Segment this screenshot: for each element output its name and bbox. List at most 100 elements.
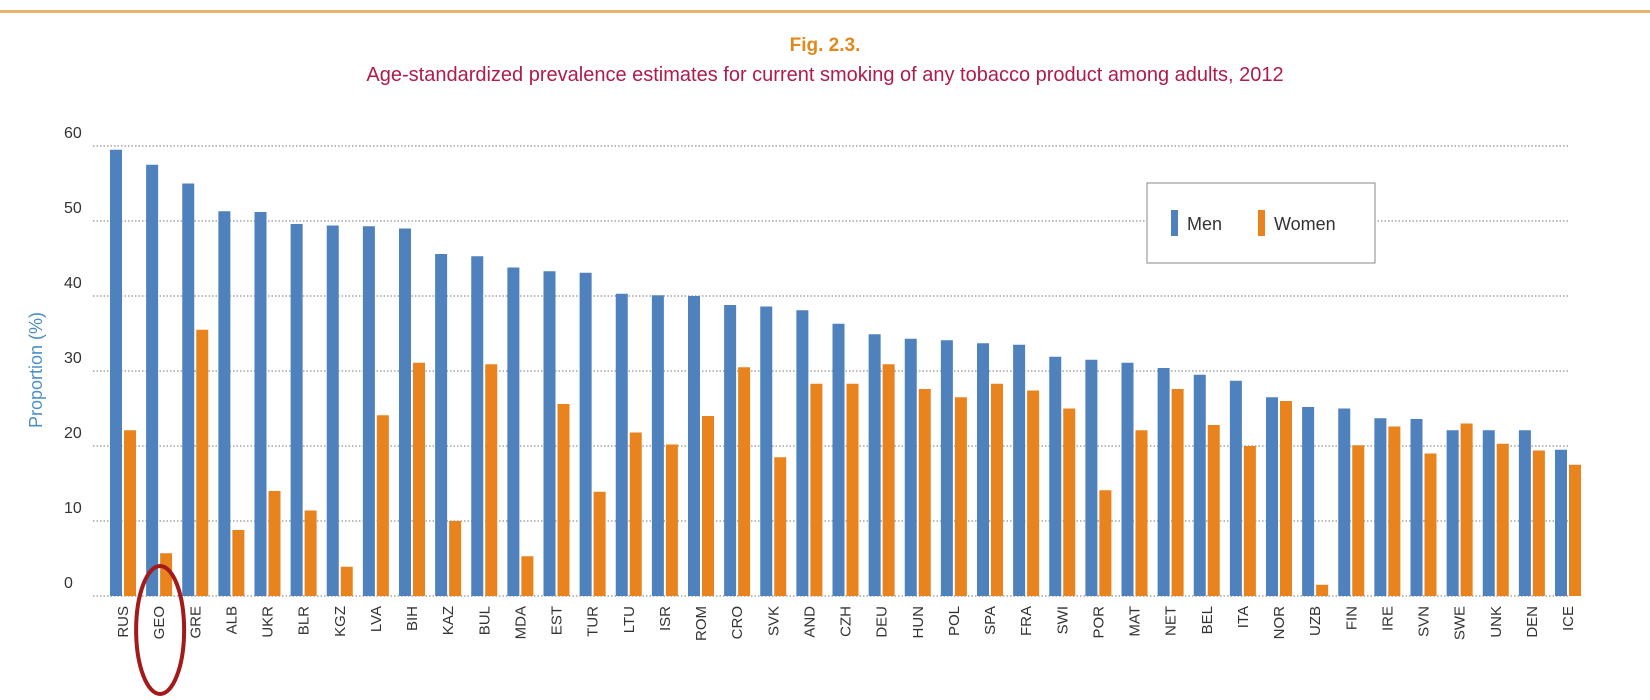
x-tick-label: DEN bbox=[1524, 606, 1541, 638]
bar-men-svk bbox=[760, 306, 773, 596]
legend-swatch-women bbox=[1258, 210, 1265, 236]
bar-women-and bbox=[810, 383, 823, 596]
bar-women-ita bbox=[1243, 446, 1256, 596]
bar-men-and bbox=[796, 310, 809, 596]
bar-women-hun bbox=[918, 389, 931, 596]
bar-men-ita bbox=[1229, 380, 1242, 596]
bar-men-mda bbox=[507, 267, 520, 596]
bar-women-mat bbox=[1135, 430, 1148, 596]
x-tick-label: FRA bbox=[1018, 606, 1035, 636]
bar-men-geo bbox=[146, 164, 159, 596]
x-tick-label: HUN bbox=[910, 606, 927, 639]
y-axis-label: Proportion (%) bbox=[26, 312, 46, 428]
bar-women-ire bbox=[1388, 426, 1401, 596]
bar-women-ice bbox=[1569, 464, 1581, 596]
y-tick-label: 60 bbox=[64, 125, 82, 142]
y-tick-label: 0 bbox=[64, 575, 73, 592]
bar-men-gre bbox=[182, 183, 195, 596]
bar-men-svn bbox=[1410, 419, 1423, 596]
x-tick-label: NET bbox=[1163, 606, 1180, 636]
bar-men-kgz bbox=[326, 225, 339, 596]
x-tick-label: ISR bbox=[657, 606, 674, 631]
top-rule bbox=[0, 10, 1650, 13]
x-tick-label: SWE bbox=[1452, 606, 1469, 640]
bar-men-kaz bbox=[435, 254, 448, 596]
x-tick-label: UZB bbox=[1307, 606, 1324, 636]
x-tick-label: BEL bbox=[1199, 606, 1216, 634]
x-tick-label: SVK bbox=[765, 606, 782, 636]
bar-women-swi bbox=[1063, 408, 1076, 596]
y-tick-label: 50 bbox=[64, 200, 82, 217]
x-tick-label: SVN bbox=[1416, 606, 1433, 637]
figure-number: Fig. 2.3. bbox=[789, 35, 861, 56]
bar-men-bel bbox=[1193, 374, 1206, 596]
y-tick-label: 30 bbox=[64, 350, 82, 367]
bar-women-deu bbox=[882, 364, 895, 596]
x-tick-label: GEO bbox=[151, 606, 168, 639]
bar-men-fra bbox=[1013, 344, 1026, 596]
bar-women-unk bbox=[1496, 443, 1509, 596]
bar-women-czh bbox=[846, 383, 859, 596]
x-tick-label: CRO bbox=[729, 606, 746, 639]
x-tick-label: TUR bbox=[585, 606, 602, 637]
bar-women-geo bbox=[160, 553, 173, 596]
legend-label-men: Men bbox=[1187, 214, 1222, 234]
legend-label-women: Women bbox=[1274, 214, 1336, 234]
legend-swatch-men bbox=[1171, 210, 1178, 236]
bar-women-nor bbox=[1280, 401, 1292, 596]
bar-men-ukr bbox=[254, 212, 267, 596]
bar-men-est bbox=[543, 271, 556, 596]
bar-men-swi bbox=[1049, 356, 1062, 596]
bar-men-deu bbox=[868, 334, 881, 596]
x-tick-label: BLR bbox=[296, 606, 313, 635]
x-tick-label: MDA bbox=[512, 606, 529, 639]
x-tick-label: AND bbox=[801, 606, 818, 638]
bar-women-ukr bbox=[268, 491, 281, 596]
x-tick-label: BIH bbox=[404, 606, 421, 631]
bar-men-swe bbox=[1446, 430, 1459, 596]
bar-women-por bbox=[1099, 490, 1112, 596]
x-tick-label: DEU bbox=[874, 606, 891, 638]
bar-women-blr bbox=[304, 510, 317, 596]
bar-women-cro bbox=[738, 367, 751, 596]
bar-men-rom bbox=[688, 296, 700, 596]
highlight-circle bbox=[134, 564, 187, 696]
bar-men-hun bbox=[904, 338, 917, 596]
bar-women-mda bbox=[521, 556, 534, 596]
x-tick-label: UKR bbox=[260, 606, 277, 638]
bar-women-spa bbox=[991, 383, 1003, 596]
x-tick-label: LVA bbox=[368, 606, 385, 632]
bar-women-fin bbox=[1352, 445, 1365, 596]
x-tick-label: SWI bbox=[1054, 606, 1071, 634]
bar-women-isr bbox=[665, 444, 678, 596]
bar-women-rom bbox=[702, 416, 714, 596]
bar-women-gre bbox=[196, 329, 209, 596]
bar-men-ire bbox=[1374, 418, 1387, 596]
x-tick-label: UNK bbox=[1488, 606, 1505, 638]
bar-women-svk bbox=[774, 457, 787, 596]
bar-men-tur bbox=[579, 272, 592, 596]
bar-men-czh bbox=[832, 323, 845, 596]
x-tick-label: IRE bbox=[1379, 606, 1396, 631]
bar-men-pol bbox=[940, 340, 953, 596]
x-tick-label: POR bbox=[1090, 606, 1107, 639]
bar-men-ltu bbox=[615, 293, 628, 596]
x-tick-label: KAZ bbox=[440, 606, 457, 635]
bar-women-alb bbox=[232, 530, 245, 596]
bar-men-lva bbox=[362, 226, 375, 596]
x-tick-label: LTU bbox=[621, 606, 638, 633]
bar-women-fra bbox=[1027, 390, 1040, 596]
bar-women-uzb bbox=[1316, 584, 1329, 596]
x-tick-label: ALB bbox=[223, 606, 240, 634]
bar-women-bul bbox=[485, 364, 498, 596]
x-tick-label: SPA bbox=[982, 606, 999, 635]
bar-women-lva bbox=[376, 415, 389, 596]
bar-men-nor bbox=[1266, 397, 1278, 596]
x-tick-label: ITA bbox=[1235, 606, 1252, 628]
x-tick-label: MAT bbox=[1127, 606, 1144, 637]
x-tick-label: KGZ bbox=[332, 606, 349, 637]
x-tick-label: BUL bbox=[476, 606, 493, 635]
y-tick-label: 20 bbox=[64, 425, 82, 442]
bar-women-kgz bbox=[340, 566, 353, 596]
chart-title: Age-standardized prevalence estimates fo… bbox=[366, 64, 1284, 86]
